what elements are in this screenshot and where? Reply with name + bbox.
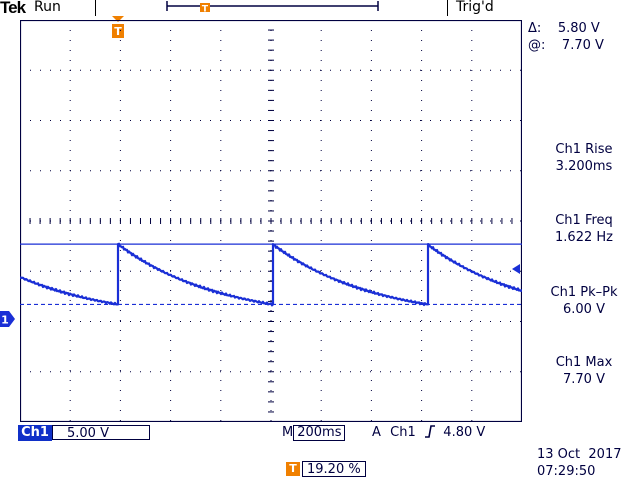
time-text: 07:29:50	[537, 464, 596, 479]
ch1-volts-per-div[interactable]: 5.00 V	[52, 425, 150, 441]
header-divider	[95, 0, 96, 16]
svg-text:T: T	[202, 5, 209, 13]
measurement-value: 1.622 Hz	[555, 230, 613, 245]
at-label: @:	[528, 38, 546, 53]
trigger-position-icon: T	[286, 462, 300, 476]
measurement-value: 6.00 V	[563, 302, 605, 317]
rising-edge-icon	[425, 425, 436, 438]
header-divider	[447, 0, 448, 16]
ch1-ground-marker-icon[interactable]: 1	[0, 311, 15, 327]
trigger-source: Ch1	[390, 425, 416, 440]
measurement-peak-to-peak[interactable]: Ch1 Pk–Pk 6.00 V	[528, 284, 640, 318]
trigger-mode: A	[372, 425, 381, 440]
acquisition-state: Run	[34, 0, 61, 15]
brand-logo: Tek	[0, 0, 26, 17]
oscilloscope-graticule[interactable]	[20, 20, 522, 422]
timebase-readout[interactable]: M 200ms	[282, 425, 346, 441]
svg-text:1: 1	[1, 314, 9, 327]
trigger-position-value[interactable]: 19.20 %	[302, 461, 366, 477]
delta-label: Δ:	[528, 21, 542, 36]
ch1-waveform-trace	[20, 242, 522, 307]
trigger-position-marker-icon: T	[112, 16, 124, 38]
measurement-label: Ch1 Rise	[555, 142, 613, 157]
cursor-readout: Δ: 5.80 V @: 7.70 V	[528, 20, 640, 54]
date-text: 13 Oct 2017	[537, 447, 622, 462]
measurement-max[interactable]: Ch1 Max 7.70 V	[528, 354, 640, 388]
measurement-label: Ch1 Max	[555, 355, 613, 370]
svg-text:T: T	[114, 25, 122, 38]
measurement-rise[interactable]: Ch1 Rise 3.200ms	[528, 141, 640, 175]
record-trigger-marker-icon: T	[200, 3, 210, 12]
measurement-value: 7.70 V	[563, 372, 605, 387]
trigger-level-marker-icon[interactable]	[510, 264, 520, 274]
timebase-value: 200ms	[293, 425, 346, 441]
delta-value: 5.80 V	[557, 21, 600, 36]
measurement-label: Ch1 Pk–Pk	[550, 285, 618, 300]
timebase-prefix: M	[282, 425, 294, 440]
channel-1-badge[interactable]: Ch1	[18, 425, 52, 441]
trigger-level: 4.80 V	[443, 425, 486, 440]
trigger-readout[interactable]: A Ch1 4.80 V	[372, 425, 485, 441]
measurement-frequency[interactable]: Ch1 Freq 1.622 Hz	[528, 212, 640, 246]
at-value: 7.70 V	[561, 38, 604, 53]
measurement-value: 3.200ms	[555, 159, 613, 174]
trigger-state: Trig'd	[456, 0, 494, 15]
timestamp: 13 Oct 2017 07:29:50	[537, 446, 622, 480]
record-position-bar: T	[166, 1, 379, 12]
measurement-label: Ch1 Freq	[555, 213, 613, 228]
